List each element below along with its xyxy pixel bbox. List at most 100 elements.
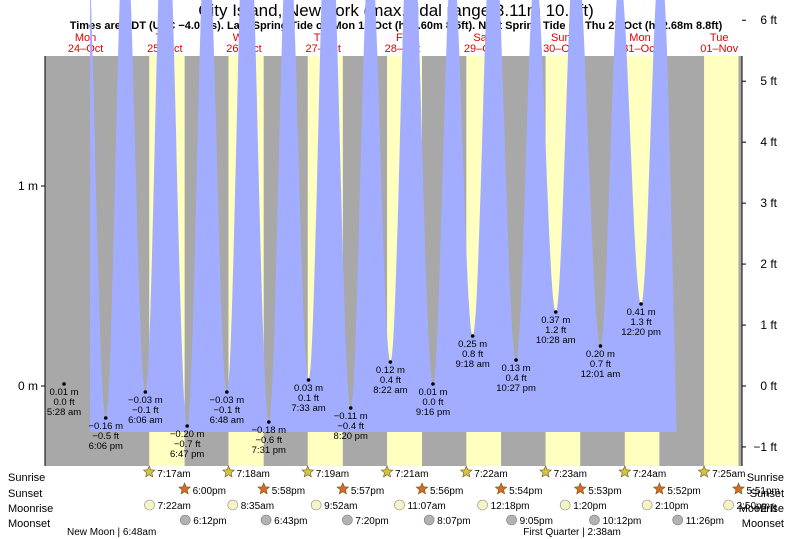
- low-tide-point: [388, 360, 393, 364]
- moonset-icon: [179, 514, 191, 526]
- moonrise-icon: [559, 499, 571, 511]
- low-tide-point: [185, 424, 189, 428]
- low-tide-point: [598, 344, 603, 348]
- moonrise-time: 2:10pm: [655, 501, 688, 512]
- date-label: 24–Oct: [68, 43, 103, 55]
- moonrise-time: 8:35am: [241, 501, 274, 512]
- tide-label: −0.1 ft: [132, 405, 159, 416]
- sunset-time: 5:51pm: [747, 486, 780, 497]
- sunrise-icon: [697, 465, 711, 478]
- low-tide-point: [514, 358, 518, 362]
- low-tide-point: [225, 390, 229, 394]
- tide-label: 0.8 ft: [462, 349, 483, 360]
- moonrise-row-label-right: Moonrise: [739, 503, 784, 515]
- tide-label: 9:18 am: [456, 359, 490, 370]
- moonrise-time: 7:22am: [158, 501, 191, 512]
- sunset-icon: [336, 482, 350, 495]
- low-tide-point: [267, 420, 271, 424]
- tide-label: 9:16 pm: [416, 407, 450, 418]
- tide-label: 0.1 ft: [298, 393, 319, 404]
- moonrise-icon: [477, 499, 488, 511]
- sunrise-time: 7:24am: [633, 469, 666, 480]
- moonset-row-label: Moonset: [8, 518, 50, 530]
- sunrise-icon: [301, 465, 315, 478]
- sunset-time: 5:52pm: [667, 486, 700, 497]
- tide-label: 0.7 ft: [590, 359, 611, 370]
- sunset-row-label: Sunset: [8, 488, 42, 500]
- tide-label: 1.3 ft: [631, 317, 652, 328]
- tide-label: −0.4 ft: [337, 421, 364, 432]
- sunset-time: 5:57pm: [351, 486, 384, 497]
- sunset-icon: [652, 482, 666, 495]
- tide-label: −0.03 m: [210, 395, 245, 406]
- tide-label: −0.16 m: [88, 421, 123, 432]
- right-tick-label: −2 ft: [753, 501, 777, 515]
- day-of-week-label: Sun: [551, 32, 571, 44]
- tide-label: 6:48 am: [210, 415, 244, 426]
- sun-moon-rows: Sunrise Sunrise Sunset Sunset Moonrise Moonri…: [8, 465, 784, 538]
- left-tick-label: 1 m: [18, 179, 38, 193]
- sunset-icon: [732, 482, 745, 495]
- moonset-icon: [260, 514, 272, 526]
- sunset-icon: [415, 482, 429, 495]
- tide-label: −0.20 m: [170, 429, 205, 440]
- tide-label: 0.12 m: [376, 365, 405, 376]
- day-of-week-label: Tue: [710, 32, 729, 44]
- moonrise-time: 11:07am: [407, 501, 445, 512]
- tide-label: −0.18 m: [252, 425, 287, 436]
- moonset-time: 10:12pm: [602, 516, 641, 527]
- moonset-time: 8:07pm: [437, 516, 470, 527]
- daylight-band: [704, 56, 739, 466]
- sunrise-icon: [459, 465, 473, 478]
- right-tick-label: 0 ft: [760, 379, 777, 393]
- sunrise-time: 7:17am: [157, 469, 190, 480]
- tide-label: 0.13 m: [502, 363, 531, 374]
- tide-label: −0.11 m: [334, 411, 368, 422]
- tide-label: 8:20 pm: [334, 431, 368, 442]
- moonrise-time: 2:50pm: [737, 501, 770, 512]
- low-tide-point: [639, 302, 643, 306]
- right-tick-label: 5 ft: [760, 74, 777, 88]
- left-tick-label: 0 m: [18, 379, 38, 393]
- tide-label: 0.01 m: [50, 387, 79, 398]
- moonset-icon: [342, 514, 353, 526]
- low-tide-point: [306, 378, 311, 382]
- right-tick-label: 3 ft: [760, 196, 777, 210]
- tide-label: 0.0 ft: [53, 397, 74, 408]
- tide-height-area: [90, 0, 677, 432]
- sunrise-time: 7:25am: [712, 469, 745, 480]
- tide-label: 10:27 pm: [496, 383, 536, 394]
- sunrise-row-label: Sunrise: [8, 472, 45, 484]
- day-of-week-label: Mon: [629, 32, 650, 44]
- moonset-time: 6:12pm: [193, 516, 226, 527]
- right-tick-label: 1 ft: [760, 318, 777, 332]
- tide-label: −0.1 ft: [213, 405, 240, 416]
- low-tide-point: [103, 416, 108, 420]
- tide-label: 0.0 ft: [422, 397, 443, 408]
- right-tick-label: 4 ft: [760, 135, 777, 149]
- moonset-row-label-right: Moonset: [742, 518, 784, 530]
- tide-label: 0.03 m: [294, 383, 323, 394]
- tide-label: 0.4 ft: [506, 373, 527, 384]
- date-label: 01–Nov: [700, 43, 738, 55]
- moonrise-icon: [394, 499, 405, 511]
- sunset-time: 5:54pm: [509, 486, 542, 497]
- axes: 0 m1 m2 m3 m−2 ft−1 ft0 ft1 ft2 ft3 ft4 …: [18, 13, 778, 515]
- tide-label: 6:06 am: [128, 415, 162, 426]
- low-tide-point: [143, 390, 148, 394]
- moonset-icon: [423, 514, 435, 526]
- low-tide-point: [470, 334, 475, 338]
- tide-label: −0.7 ft: [174, 439, 201, 450]
- chart-subtitle: Times are EDT (UTC −4.0hrs). Last Spring…: [70, 20, 723, 32]
- sunrise-time: 7:23am: [554, 469, 587, 480]
- tide-label: 0.25 m: [458, 339, 487, 350]
- tide-label: 6:47 pm: [170, 449, 204, 460]
- tide-label: 7:31 pm: [252, 445, 286, 456]
- sunset-time: 6:00pm: [193, 486, 226, 497]
- moon-phase-new: New Moon | 6:48am: [67, 527, 156, 538]
- low-tide-point: [431, 382, 435, 386]
- moonrise-icon: [144, 499, 155, 511]
- sunset-icon: [178, 482, 192, 495]
